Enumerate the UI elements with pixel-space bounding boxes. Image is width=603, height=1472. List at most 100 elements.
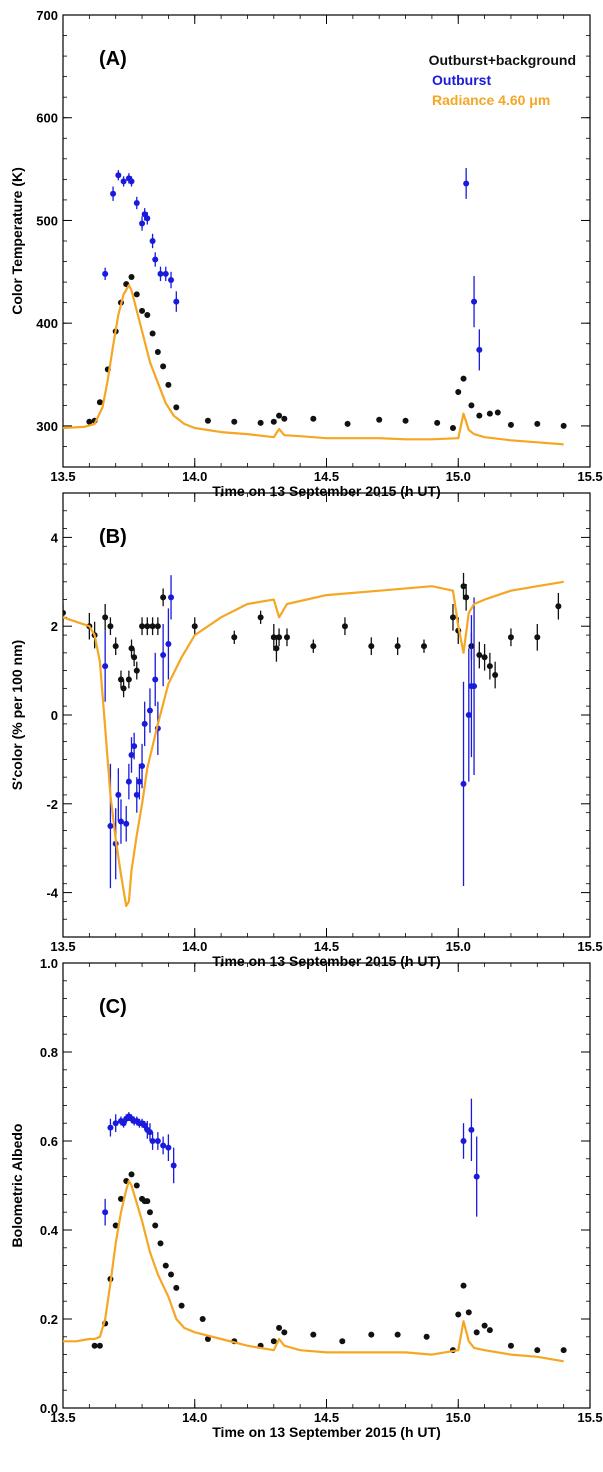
outburst-point [112, 1120, 119, 1127]
combined-point [560, 1347, 567, 1354]
radiance-line [63, 580, 564, 907]
combined-point [139, 623, 146, 630]
combined-point [341, 623, 348, 630]
combined-point [476, 412, 483, 419]
outburst-point [168, 594, 175, 601]
outburst-point [115, 791, 122, 798]
x-tick-label: 14.5 [314, 939, 339, 954]
combined-point [534, 1347, 541, 1354]
combined-point [507, 1342, 514, 1349]
y-axis-label: S′color (% per 100 nm) [9, 640, 25, 790]
x-axis-label: Time on 13 September 2015 (h UT) [212, 483, 440, 499]
combined-point [534, 634, 541, 641]
combined-point [204, 417, 211, 424]
combined-point [257, 614, 264, 621]
combined-point [144, 311, 151, 318]
combined-point [86, 418, 93, 425]
combined-point [310, 1331, 317, 1338]
combined-point [96, 399, 103, 406]
x-tick-label: 13.5 [50, 939, 75, 954]
outburst-point [102, 663, 109, 670]
chart-panel-3: 13.5 14.0 14.5 15.0 15.5 0.0 0.2 0.4 0.6 0.8 1.0 Ti… [9, 956, 603, 1440]
outburst-point [460, 1138, 467, 1144]
combined-point [376, 416, 383, 423]
outburst-point [128, 751, 135, 758]
combined-point [465, 1309, 472, 1316]
combined-point [486, 663, 493, 670]
combined-point [173, 1284, 180, 1291]
combined-point [133, 667, 140, 674]
combined-point [283, 634, 290, 641]
outburst-point [162, 270, 169, 277]
combined-point [160, 363, 167, 370]
plot-area [63, 168, 567, 446]
combined-point [178, 1302, 185, 1309]
combined-point [368, 1331, 375, 1338]
y-tick-label: -4 [46, 886, 58, 901]
combined-point [63, 609, 66, 616]
x-tick-label: 14.5 [314, 1410, 339, 1425]
x-tick-label: 15.5 [577, 469, 602, 484]
outburst-point [141, 1122, 148, 1129]
y-tick-label: 0.4 [40, 1223, 59, 1238]
y-tick-label: 2 [51, 619, 58, 634]
chart-panel-1: 13.5 14.0 14.5 15.0 15.5 300 400 500 600 700 Time … [9, 8, 603, 499]
y-tick-label: 400 [36, 316, 58, 331]
outburst-point [473, 1173, 480, 1180]
combined-point [154, 348, 161, 355]
outburst-point [463, 180, 470, 187]
x-tick-label: 14.0 [182, 939, 207, 954]
x-tick-label: 15.0 [446, 1410, 471, 1425]
y-tick-label: 500 [36, 213, 58, 228]
chart-panel-2: 13.5 14.0 14.5 15.0 15.5 -4 -2 0 2 4 Time on 13 Se… [9, 492, 603, 969]
combined-point [434, 419, 441, 426]
plot-area [63, 572, 564, 907]
combined-point [449, 614, 456, 621]
combined-point [460, 583, 467, 590]
outburst-point [131, 743, 138, 750]
combined-point [276, 634, 283, 641]
outburst-point [144, 215, 151, 222]
combined-point [281, 1329, 288, 1336]
legend-outburst: Outburst [432, 72, 491, 88]
combined-point [162, 1262, 169, 1269]
legend-combined: Outburst+background [429, 52, 576, 68]
combined-point [481, 1322, 488, 1329]
panel-label: (B) [99, 526, 127, 548]
outburst-point [146, 707, 153, 714]
outburst-point [152, 676, 159, 683]
combined-point [555, 603, 562, 610]
combined-point [131, 654, 138, 661]
combined-point [144, 1198, 151, 1205]
outburst-point [139, 763, 146, 770]
combined-point [102, 614, 109, 621]
panel-label: (C) [99, 996, 127, 1018]
combined-point [402, 417, 409, 424]
outburst-point [146, 1129, 153, 1136]
x-tick-label: 15.5 [577, 939, 602, 954]
combined-point [534, 420, 541, 427]
combined-point [420, 643, 427, 650]
combined-point [394, 1331, 401, 1338]
outburst-point [154, 1138, 161, 1144]
combined-point [455, 389, 462, 396]
y-tick-label: 0.6 [40, 1134, 58, 1149]
y-tick-label: -2 [46, 797, 58, 812]
combined-point [368, 643, 375, 650]
x-tick-label: 13.5 [50, 1410, 75, 1425]
combined-point [128, 645, 135, 652]
outburst-point [160, 652, 167, 659]
combined-point [117, 676, 124, 683]
y-axis-label: Bolometric Albedo [9, 1124, 25, 1248]
outburst-point [133, 199, 140, 206]
x-tick-label: 14.0 [182, 1410, 207, 1425]
radiance-line [63, 1179, 564, 1363]
outburst-point [115, 172, 122, 179]
outburst-point [102, 1209, 109, 1216]
y-tick-label: 0.2 [40, 1312, 58, 1327]
combined-point [270, 418, 277, 425]
combined-point [257, 419, 264, 426]
combined-point [344, 420, 351, 427]
plot-frame [62, 14, 591, 468]
